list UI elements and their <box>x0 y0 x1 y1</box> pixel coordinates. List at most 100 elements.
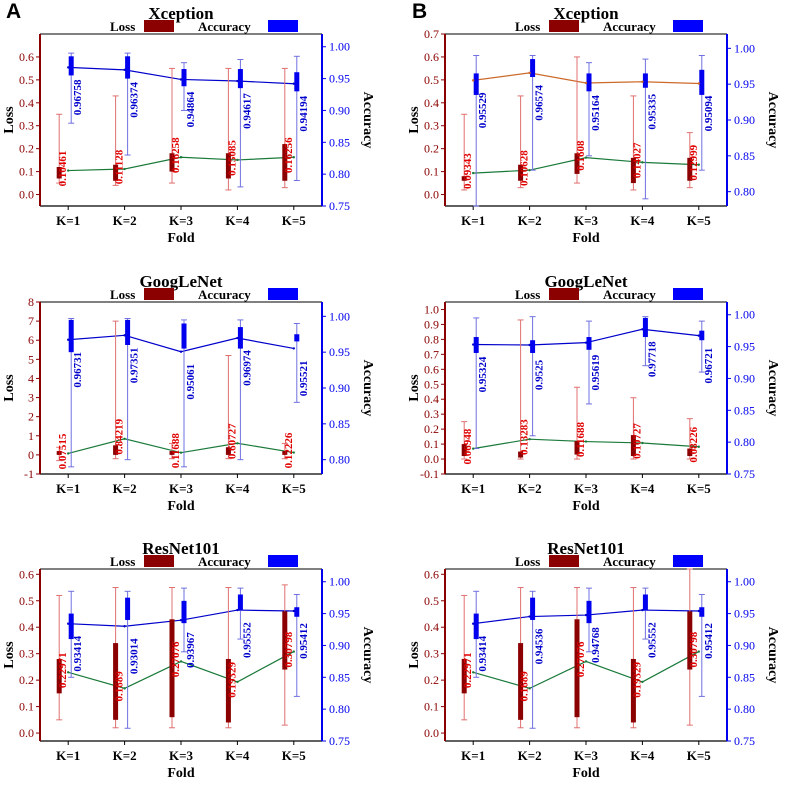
loss-point <box>123 687 126 690</box>
loss-tick-label: 0.4 <box>424 392 439 406</box>
accuracy-box <box>473 73 479 95</box>
chart-title: ResNet101 <box>142 539 219 558</box>
loss-box <box>518 643 524 720</box>
legend-accuracy-label: Accuracy <box>603 287 656 302</box>
loss-tick-label: 0.6 <box>19 567 34 581</box>
loss-point <box>641 441 644 445</box>
chart-xception-a: Xception 0.0 0.1 0.2 0.3 0.4 0.5 0.6 0.75 0.80 0.8… <box>2 4 375 246</box>
accuracy-value-label: 0.96574 <box>534 85 546 121</box>
accuracy-point <box>67 338 70 341</box>
accuracy-box <box>125 597 131 620</box>
loss-value-label: 0.10628 <box>519 150 531 186</box>
loss-box <box>56 451 62 455</box>
legend-accuracy-swatch <box>268 288 298 300</box>
legend-loss-label: Loss <box>515 19 540 34</box>
category-label: K=4 <box>225 213 250 228</box>
accuracy-tick-label: 0.85 <box>329 670 350 684</box>
loss-box <box>169 451 175 455</box>
accuracy-value-label: 0.95412 <box>703 623 715 659</box>
loss-tick-label: 0.5 <box>19 594 34 608</box>
category-label: K=3 <box>574 748 599 763</box>
accuracy-value-label: 0.94768 <box>590 627 602 663</box>
accuracy-tick-label: 0.80 <box>734 435 755 449</box>
legend-loss-label: Loss <box>110 554 135 569</box>
loss-tick-label: 0.3 <box>424 407 439 421</box>
accuracy-tick-label: 0.95 <box>329 72 350 86</box>
accuracy-value-label: 0.96758 <box>72 79 84 115</box>
loss-box <box>225 658 231 723</box>
legend-loss-swatch <box>549 288 579 300</box>
category-label: K=4 <box>630 481 655 496</box>
accuracy-axis-label: Accuracy <box>765 360 780 417</box>
loss-point <box>67 452 70 455</box>
accuracy-box <box>473 613 479 640</box>
accuracy-trend-line <box>68 334 294 353</box>
loss-value-label: 0.60727 <box>226 423 238 459</box>
accuracy-value-label: 0.95521 <box>298 361 310 397</box>
accuracy-axis-label: Accuracy <box>765 627 780 684</box>
accuracy-tick-label: 0.80 <box>734 185 755 199</box>
loss-tick-label: 6 <box>28 333 34 347</box>
accuracy-value-label: 0.94536 <box>534 628 546 664</box>
accuracy-value-label: 0.97351 <box>129 347 141 383</box>
loss-value-label: 0.16256 <box>283 137 295 173</box>
accuracy-point <box>584 341 588 344</box>
x-axis-label: Fold <box>572 499 599 514</box>
loss-value-label: 0.12226 <box>283 432 295 468</box>
loss-value-label: 0.16258 <box>170 137 182 173</box>
loss-tick-label: 0.6 <box>424 362 439 376</box>
loss-value-label: 0.1689 <box>519 671 531 702</box>
loss-tick-label: 0.2 <box>424 673 439 687</box>
loss-tick-label: 0.0 <box>424 188 439 202</box>
legend-accuracy-swatch <box>673 288 703 300</box>
x-axis-label: Fold <box>167 499 194 514</box>
accuracy-point <box>292 82 295 85</box>
loss-point <box>292 156 295 159</box>
loss-box <box>461 444 467 457</box>
category-label: K=2 <box>518 481 542 496</box>
chart-title: Xception <box>148 4 214 23</box>
accuracy-value-label: 0.9525 <box>534 359 546 390</box>
loss-tick-label: 0.7 <box>424 347 439 361</box>
loss-point <box>584 156 588 159</box>
legend-loss-swatch <box>144 288 174 300</box>
loss-value-label: 0.09343 <box>462 153 474 189</box>
loss-box <box>113 445 119 455</box>
loss-value-label: 0.84219 <box>114 418 126 454</box>
accuracy-tick-label: 0.85 <box>734 149 755 163</box>
loss-value-label: 0.19329 <box>631 662 643 698</box>
accuracy-box <box>699 330 705 341</box>
accuracy-box <box>530 59 536 77</box>
loss-box <box>630 658 636 723</box>
loss-point <box>236 158 239 162</box>
accuracy-point <box>123 334 126 337</box>
category-label: K=3 <box>574 481 599 496</box>
loss-tick-label: 0.3 <box>424 647 439 661</box>
accuracy-value-label: 0.95552 <box>646 622 658 658</box>
loss-value-label: 0.11128 <box>114 149 126 184</box>
loss-tick-label: 0.4 <box>19 96 34 110</box>
x-axis-label: Fold <box>572 766 599 781</box>
loss-point <box>67 671 70 674</box>
loss-box <box>518 164 524 181</box>
loss-tick-label: 0.4 <box>424 620 439 634</box>
loss-point <box>641 680 644 684</box>
accuracy-value-label: 0.96731 <box>72 352 84 388</box>
category-label: K=1 <box>461 748 485 763</box>
loss-box <box>282 144 288 181</box>
loss-value-label: 0.14027 <box>631 142 643 178</box>
chart-resnet101-b: ResNet101 0.0 0.1 0.2 0.3 0.4 0.5 0.6 0.75 0.80 0.… <box>407 539 780 781</box>
accuracy-point <box>472 622 475 625</box>
loss-tick-label: 0.0 <box>424 726 439 740</box>
accuracy-point <box>697 609 700 613</box>
category-label: K=2 <box>113 213 137 228</box>
category-label: K=1 <box>56 213 80 228</box>
accuracy-point <box>123 625 126 628</box>
panel-label-a: A <box>6 0 22 23</box>
accuracy-box <box>642 73 648 88</box>
loss-tick-label: 1.0 <box>424 302 439 316</box>
accuracy-value-label: 0.94194 <box>298 95 310 131</box>
loss-box <box>113 643 119 720</box>
loss-tick-label: 0.9 <box>424 317 439 331</box>
legend-accuracy-label: Accuracy <box>198 554 251 569</box>
